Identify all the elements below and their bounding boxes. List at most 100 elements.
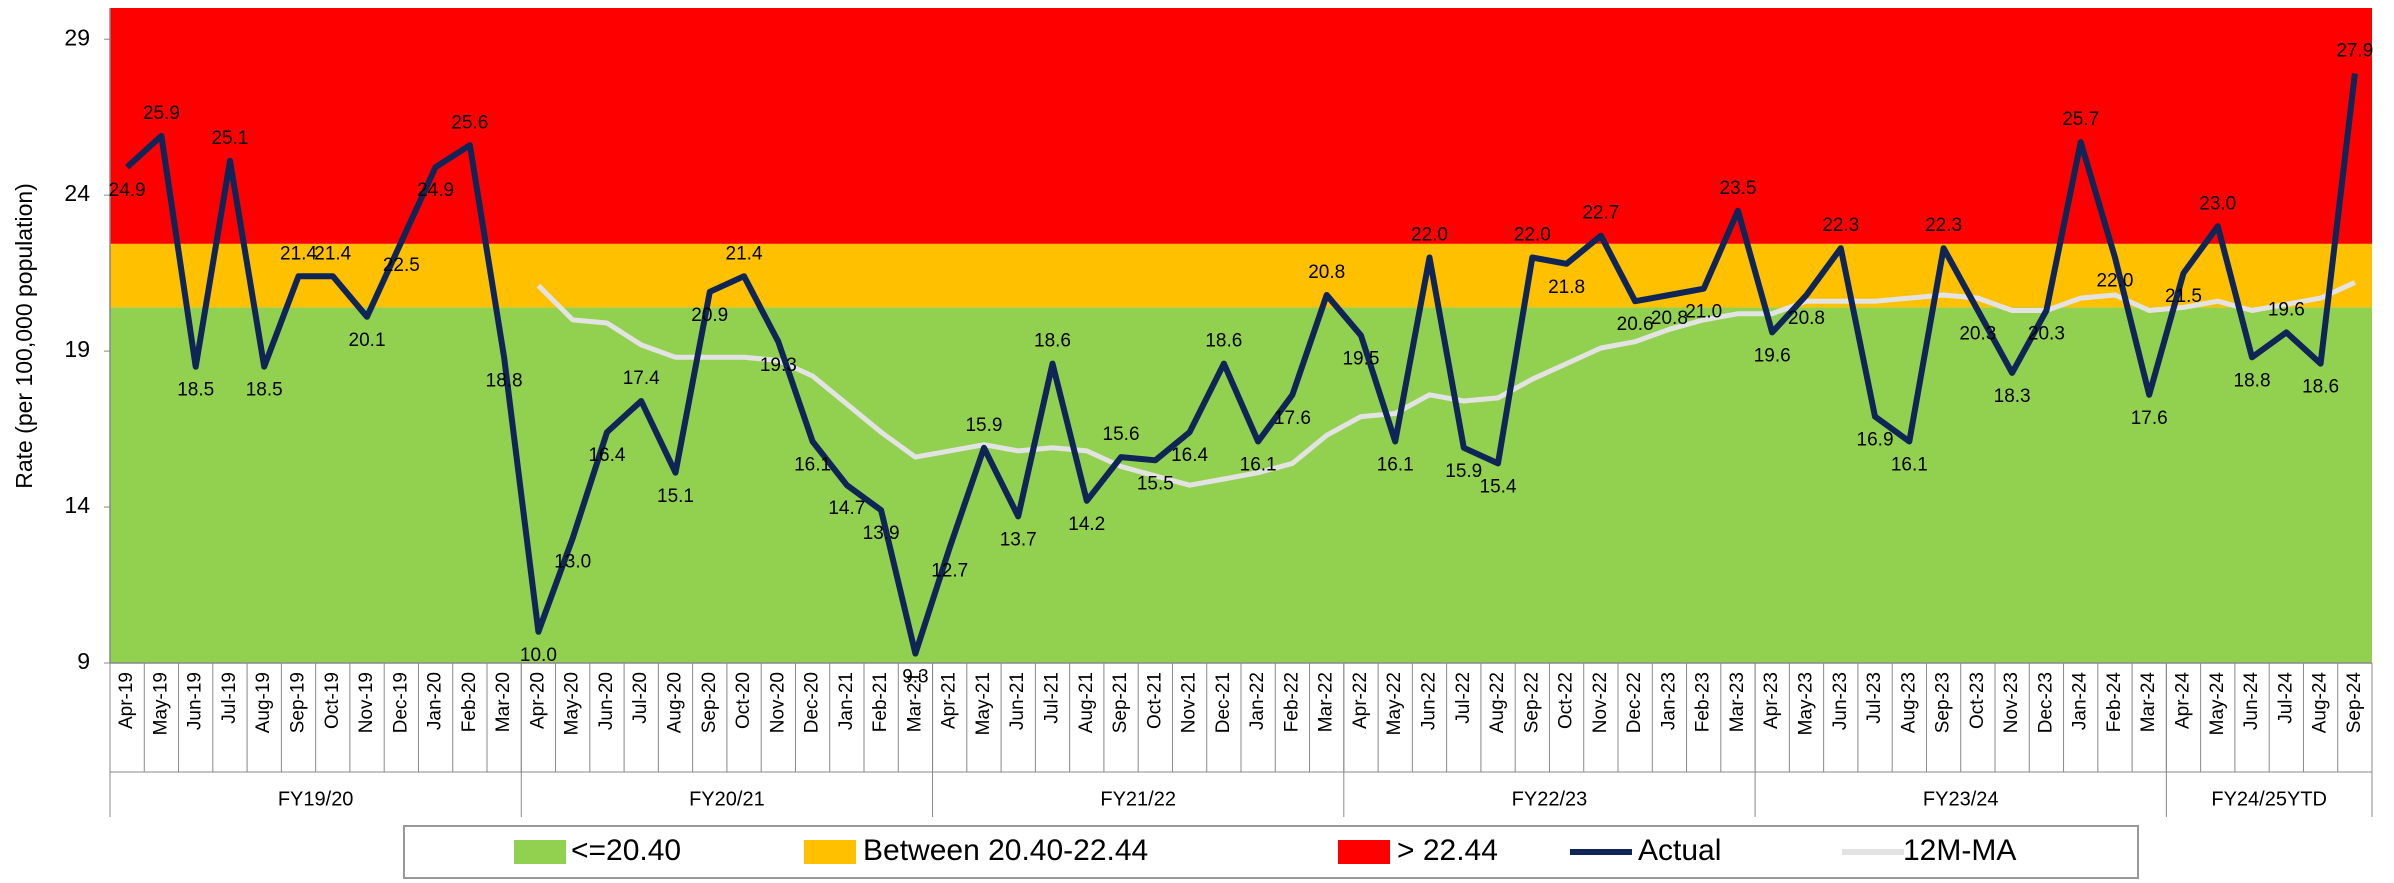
data-label: 15.5	[1137, 473, 1174, 494]
data-label: 18.6	[2302, 377, 2339, 398]
data-label: 16.9	[1857, 430, 1894, 451]
x-tick-label: May-23	[1796, 672, 1817, 735]
x-tick-label: Jun-19	[185, 672, 206, 730]
x-tick-label: Jul-21	[1042, 672, 1063, 724]
x-tick-label: Sep-23	[1933, 672, 1954, 733]
series-line	[536, 280, 2356, 488]
x-tick-label: Jun-22	[1419, 672, 1440, 730]
x-tick-label: Jan-22	[1247, 672, 1268, 730]
data-label: 18.8	[486, 370, 523, 391]
data-label: 22.3	[1925, 215, 1962, 236]
data-label: 16.4	[588, 445, 625, 466]
x-tick-label: Apr-24	[2173, 672, 2194, 729]
data-label: 22.0	[1514, 225, 1551, 246]
group-label: FY23/24	[1923, 788, 1999, 810]
data-label: 17.4	[623, 368, 660, 389]
data-label: 23.0	[2199, 193, 2236, 214]
group-label: FY24/25YTD	[2211, 788, 2327, 810]
data-label: 10.0	[520, 645, 557, 666]
x-tick-label: Feb-24	[2104, 672, 2125, 733]
legend-label: Between 20.40-22.44	[863, 834, 1148, 867]
data-label: 18.8	[2234, 370, 2271, 391]
data-label: 16.1	[1377, 455, 1414, 476]
data-label: 25.9	[143, 103, 180, 124]
x-tick-label: Dec-23	[2035, 672, 2056, 733]
data-label: 24.9	[109, 180, 146, 201]
data-label: 15.9	[965, 415, 1002, 436]
x-tick-label: Oct-21	[1144, 672, 1165, 729]
x-tick-label: Feb-20	[459, 672, 480, 732]
data-label: 21.4	[314, 243, 351, 264]
data-label: 13.9	[863, 523, 900, 544]
x-tick-label: Jul-19	[219, 672, 240, 724]
x-tick-label: Jun-23	[1830, 672, 1851, 730]
x-tick-label: Nov-22	[1590, 672, 1611, 733]
x-tick-label: Aug-22	[1487, 672, 1508, 733]
x-tick-label: Jul-20	[630, 672, 651, 724]
x-tick-label: Oct-20	[733, 672, 754, 729]
data-label: 27.9	[2336, 41, 2373, 62]
x-tick-label: Oct-23	[1967, 672, 1988, 729]
x-tick-label: Sep-19	[288, 672, 309, 733]
data-label: 15.4	[1480, 476, 1517, 497]
y-tick-label: 24	[64, 180, 90, 206]
x-tick-label: Aug-19	[253, 672, 274, 733]
x-tick-label: Jul-23	[1864, 672, 1885, 724]
data-label: 12.7	[931, 561, 968, 582]
legend-label: <=20.40	[571, 834, 681, 867]
x-tick-label: Dec-20	[802, 672, 823, 733]
data-label: 17.6	[1274, 408, 1311, 429]
x-tick-label: Mar-24	[2138, 672, 2159, 733]
data-label: 14.7	[828, 498, 865, 519]
data-label: 16.1	[794, 455, 831, 476]
x-tick-label: Mar-20	[493, 672, 514, 732]
x-tick-label: Jul-24	[2275, 672, 2296, 724]
data-label: 19.3	[760, 355, 797, 376]
x-tick-label: Mar-23	[1727, 672, 1748, 732]
x-tick-label: Nov-23	[2001, 672, 2022, 733]
x-tick-label: Sep-20	[699, 672, 720, 733]
data-label: 21.0	[1685, 302, 1722, 323]
data-label: 15.9	[1445, 461, 1482, 482]
x-tick-label: Feb-22	[1281, 672, 1302, 732]
data-label: 25.1	[211, 128, 248, 149]
x-tick-label: Oct-22	[1556, 672, 1577, 729]
data-label: 16.4	[1171, 445, 1208, 466]
legend-label: 12M-MA	[1903, 834, 2016, 867]
x-tick-label: May-20	[562, 672, 583, 735]
x-tick-label: Aug-23	[1898, 672, 1919, 733]
x-tick-label: Jan-23	[1658, 672, 1679, 730]
legend-label: Actual	[1638, 834, 1721, 867]
data-label: 18.3	[1994, 386, 2031, 407]
data-label: 19.5	[1342, 349, 1379, 370]
data-label: 18.6	[1205, 331, 1242, 352]
x-tick-label: Apr-21	[939, 672, 960, 729]
data-label: 22.5	[383, 255, 420, 276]
x-tick-label: May-19	[150, 672, 171, 735]
x-tick-label: Apr-19	[116, 672, 137, 729]
data-label: 20.8	[1788, 308, 1825, 329]
band	[110, 307, 2372, 663]
y-axis-label: Rate (per 100,000 population)	[11, 183, 37, 489]
x-tick-label: Nov-19	[356, 672, 377, 733]
data-label: 20.3	[1959, 324, 1996, 345]
data-label: 22.3	[1822, 215, 1859, 236]
x-tick-label: Jun-20	[596, 672, 617, 730]
x-tick-label: Sep-22	[1521, 672, 1542, 733]
x-tick-label: Apr-20	[527, 672, 548, 729]
band	[110, 243, 2372, 308]
y-tick-label: 19	[64, 336, 90, 362]
group-label: FY21/22	[1100, 788, 1176, 810]
x-tick-label: Jan-24	[2070, 672, 2091, 731]
data-label: 17.6	[2131, 408, 2168, 429]
band	[110, 8, 2372, 244]
legend-swatch	[1338, 840, 1390, 864]
x-tick-label: May-24	[2207, 672, 2228, 736]
group-label: FY19/20	[278, 788, 354, 810]
y-tick-label: 9	[77, 648, 90, 674]
data-label: 20.9	[691, 305, 728, 326]
x-tick-label: Oct-19	[322, 672, 343, 729]
data-label: 19.6	[1754, 345, 1791, 366]
x-tick-label: Sep-21	[1110, 672, 1131, 733]
